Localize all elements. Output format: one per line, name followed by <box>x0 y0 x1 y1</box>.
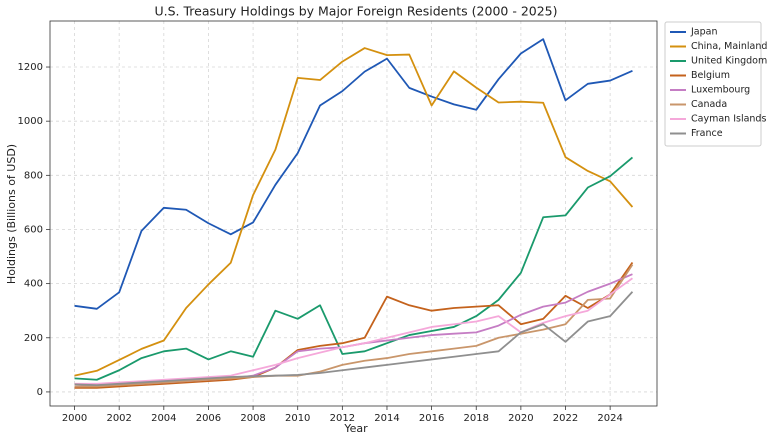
y-tick-label: 400 <box>24 279 43 290</box>
y-tick-label: 1200 <box>18 62 43 73</box>
y-tick-label: 200 <box>24 333 43 344</box>
x-tick-label: 2014 <box>374 413 399 424</box>
x-tick-label: 2000 <box>62 413 87 424</box>
x-tick-label: 2020 <box>508 413 533 424</box>
y-tick-label: 0 <box>37 387 43 398</box>
chart-title: U.S. Treasury Holdings by Major Foreign … <box>154 4 557 19</box>
y-axis-title: Holdings (Billions of USD) <box>5 144 18 284</box>
series-line <box>74 291 634 387</box>
series-line <box>74 38 633 310</box>
x-tick-label: 2004 <box>151 413 176 424</box>
legend-label: Belgium <box>691 70 730 81</box>
x-tick-label: 2018 <box>464 413 489 424</box>
x-tick-label: 2012 <box>330 413 355 424</box>
y-tick-label: 1000 <box>18 116 43 127</box>
x-tick-label: 2016 <box>419 413 444 424</box>
x-tick-label: 2008 <box>240 413 265 424</box>
x-axis-title: Year <box>343 422 368 435</box>
legend-label: France <box>691 128 723 139</box>
x-tick-label: 2022 <box>553 413 578 424</box>
x-tick-label: 2024 <box>597 413 622 424</box>
legend-label: China, Mainland <box>691 41 767 52</box>
y-tick-label: 800 <box>24 170 43 181</box>
series-line <box>74 47 634 377</box>
legend-label: Cayman Islands <box>691 114 766 125</box>
y-tick-label: 600 <box>24 224 43 235</box>
series-line <box>74 277 633 385</box>
series-line <box>74 264 634 388</box>
series-line <box>74 261 634 389</box>
x-tick-label: 2002 <box>106 413 131 424</box>
legend-label: Luxembourg <box>691 85 750 96</box>
x-tick-label: 2006 <box>196 413 221 424</box>
series-line <box>74 156 634 381</box>
legend-label: United Kingdom <box>691 56 767 67</box>
legend-label: Japan <box>690 27 718 38</box>
legend-label: Canada <box>691 99 727 110</box>
legend-box <box>664 21 762 147</box>
plot-frame <box>49 20 658 407</box>
x-tick-label: 2010 <box>285 413 310 424</box>
